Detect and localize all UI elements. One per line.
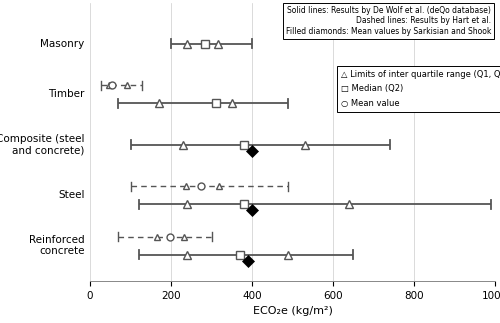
Text: △ Limits of inter quartile range (Q1, Q3)
□ Median (Q2)
○ Mean value: △ Limits of inter quartile range (Q1, Q3… (341, 70, 500, 108)
X-axis label: ECO₂e (kg/m²): ECO₂e (kg/m²) (252, 306, 332, 316)
Text: Solid lines: Results by De Wolf et al. (deQo database)
Dashed lines: Results by : Solid lines: Results by De Wolf et al. (… (286, 6, 491, 36)
